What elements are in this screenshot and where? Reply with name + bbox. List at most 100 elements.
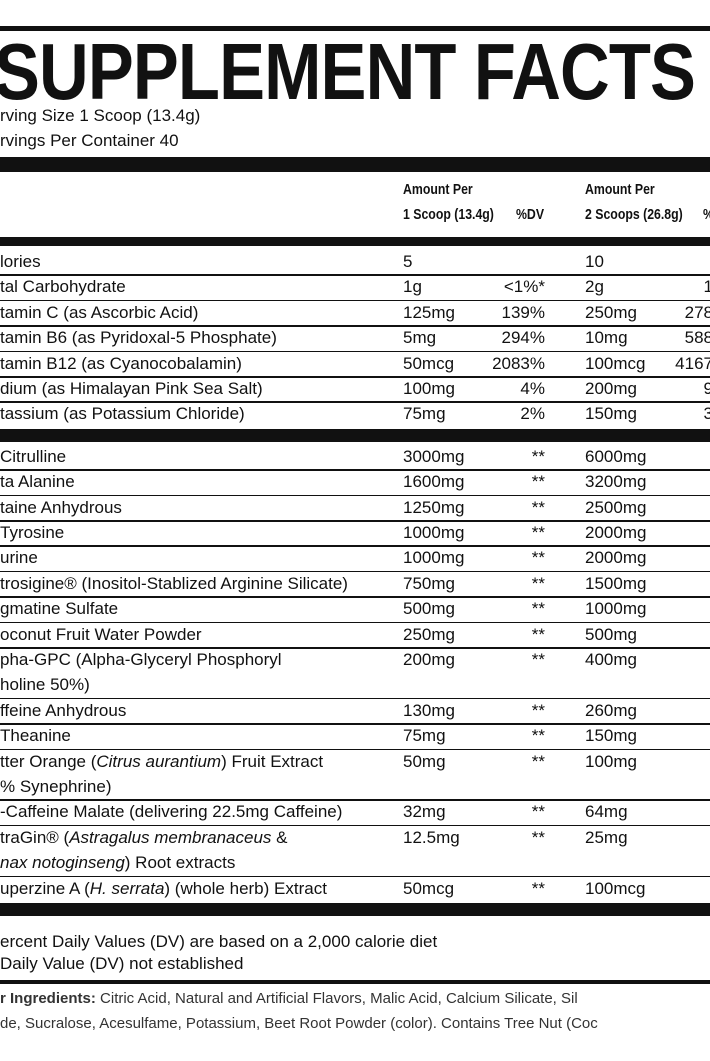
daily-value: ** — [531, 802, 545, 822]
amount: 10mg — [585, 328, 628, 348]
amount: 75mg — [403, 404, 446, 424]
amount: 400mg — [585, 650, 637, 669]
row-rule — [0, 494, 710, 497]
amount: 50mcg — [403, 353, 455, 373]
row-rule — [0, 299, 710, 302]
daily-value: 588 — [684, 328, 710, 348]
ingredient-name: % Synephrine) — [0, 778, 112, 795]
amount: 10 — [585, 252, 604, 271]
daily-value: ** — [531, 446, 545, 466]
name-text: holine 50%) — [0, 675, 90, 695]
ingredient-name: Tyrosine — [0, 524, 64, 541]
name-text: ) (whole herb) Extract — [164, 878, 327, 898]
amount: 250mg — [403, 624, 455, 644]
amount: 64mg — [585, 802, 628, 822]
servings-per-container: rvings Per Container 40 — [0, 131, 179, 150]
daily-value: 139% — [501, 302, 545, 322]
ingredient-name: nax notoginseng) Root extracts — [0, 854, 235, 871]
row-rule — [0, 469, 710, 471]
amount: 1000mg — [403, 523, 465, 542]
amount: 100mg — [403, 379, 455, 398]
name-text: Tyrosine — [0, 523, 65, 542]
amount: 2500mg — [585, 497, 647, 517]
amount: 75mg — [403, 726, 446, 746]
row-rule — [0, 621, 710, 624]
amount: 50mcg — [403, 878, 455, 898]
daily-value: 9 — [703, 379, 710, 398]
amount: 100mcg — [585, 878, 646, 898]
other-text: Citric Acid, Natural and Artificial Flav… — [95, 990, 578, 1007]
header-dv: %DV — [516, 206, 545, 223]
name-text: trosigine® (Inositol-Stablized Arginine … — [0, 573, 348, 593]
name-text: ) Fruit Extract — [221, 751, 324, 771]
footnote: Daily Value (DV) not established — [0, 954, 244, 973]
ingredient-name: ta Alanine — [0, 473, 75, 490]
rule — [0, 237, 710, 246]
daily-value: 278 — [684, 302, 710, 322]
name-text: oconut Fruit Water Powder — [0, 624, 202, 644]
row-rule — [0, 748, 710, 751]
ingredient-name: uperzine A (H. serrata) (whole herb) Ext… — [0, 880, 327, 897]
daily-value: ** — [531, 548, 545, 568]
row-rule — [0, 723, 710, 725]
name-text: Citrulline — [0, 446, 67, 466]
daily-value: ** — [531, 599, 545, 619]
ingredient-name: oconut Fruit Water Powder — [0, 626, 202, 643]
daily-value: 294% — [501, 328, 545, 348]
header-amount: Amount Per — [585, 181, 655, 198]
daily-value: 3 — [703, 404, 710, 424]
daily-value: ** — [531, 497, 545, 517]
name-text: lories — [0, 252, 41, 271]
daily-value: 4% — [520, 379, 545, 398]
row-rule — [0, 376, 710, 378]
name-text: tassium (as Potassium Chloride) — [0, 404, 245, 424]
daily-value: ** — [531, 726, 545, 746]
amount: 200mg — [403, 650, 455, 669]
name-text: pha-GPC (Alpha-Glyceryl Phosphoryl — [0, 650, 282, 669]
other-ingredients: r Ingredients: Citric Acid, Natural and … — [0, 991, 578, 1006]
row-rule — [0, 799, 710, 801]
ingredient-name: tal Carbohydrate — [0, 278, 126, 295]
ingredient-name: dium (as Himalayan Pink Sea Salt) — [0, 380, 263, 397]
name-text: ffeine Anhydrous — [0, 700, 127, 720]
amount: 25mg — [585, 827, 628, 847]
daily-value: ** — [531, 650, 545, 669]
name-text: ta Alanine — [0, 472, 75, 492]
daily-value: <1%* — [503, 277, 545, 297]
amount: 2000mg — [585, 523, 647, 542]
name-text: urine — [0, 548, 38, 568]
amount: 200mg — [585, 379, 637, 398]
row-rule — [0, 647, 710, 649]
header-amount: 1 Scoop (13.4g) — [403, 206, 494, 223]
header-amount: 2 Scoops (26.8g) — [585, 206, 683, 223]
amount: 32mg — [403, 802, 446, 822]
amount: 2g — [585, 277, 604, 297]
ingredient-name: Theanine — [0, 727, 71, 744]
daily-value: 4167 — [675, 353, 710, 373]
ingredient-name: holine 50%) — [0, 676, 90, 693]
amount: 1250mg — [403, 497, 465, 517]
row-rule — [0, 325, 710, 327]
daily-value: 2% — [520, 404, 545, 424]
name-text: Theanine — [0, 726, 71, 746]
serving-size: rving Size 1 Scoop (13.4g) — [0, 106, 201, 125]
name-text: ) Root extracts — [124, 853, 236, 873]
title: SUPPLEMENT FACTS — [0, 27, 696, 116]
daily-value: ** — [531, 624, 545, 644]
amount: 125mg — [403, 302, 455, 322]
daily-value: ** — [531, 700, 545, 720]
ingredient-name: tamin B12 (as Cyanocobalamin) — [0, 355, 242, 372]
amount: 1000mg — [403, 548, 465, 568]
ingredient-name: lories — [0, 253, 41, 270]
name-text: tamin B12 (as Cyanocobalamin) — [0, 353, 242, 373]
amount: 1500mg — [585, 573, 647, 593]
ingredient-name: -Caffeine Malate (delivering 22.5mg Caff… — [0, 803, 342, 820]
amount: 6000mg — [585, 446, 647, 466]
amount: 250mg — [585, 302, 637, 322]
rule — [0, 980, 710, 984]
daily-value: ** — [531, 751, 545, 771]
name-text: % Synephrine) — [0, 777, 112, 796]
name-text: uperzine A ( — [0, 878, 90, 898]
ingredient-name: traGin® (Astragalus membranaceus & — [0, 829, 288, 846]
